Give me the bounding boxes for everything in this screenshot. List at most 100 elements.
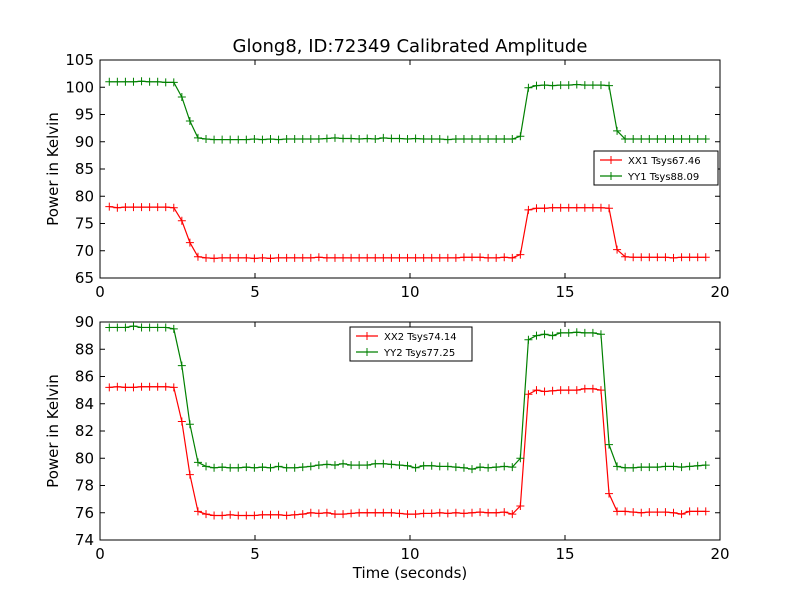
data-point <box>564 81 573 90</box>
data-point <box>451 135 460 144</box>
data-point <box>137 77 146 86</box>
data-point <box>322 253 331 262</box>
data-point <box>210 463 219 472</box>
data-point <box>145 77 154 86</box>
data-point <box>580 203 589 212</box>
data-point <box>532 386 541 395</box>
data-point <box>556 203 565 212</box>
data-point <box>177 93 186 102</box>
data-point <box>500 462 509 471</box>
y-tick-label: 95 <box>75 106 94 124</box>
data-point <box>613 462 622 471</box>
data-point <box>459 253 468 262</box>
data-point <box>588 328 597 337</box>
data-point <box>145 382 154 391</box>
data-point <box>306 508 315 517</box>
data-point <box>661 462 670 471</box>
data-point <box>637 463 646 472</box>
data-point <box>218 511 227 520</box>
data-point <box>564 328 573 337</box>
data-point <box>129 383 138 392</box>
data-point <box>661 508 670 517</box>
data-point <box>250 254 259 263</box>
data-point <box>258 510 267 519</box>
data-point <box>185 470 194 479</box>
y-axis-label: Power in Kelvin <box>44 112 62 226</box>
x-tick-label: 10 <box>400 545 419 563</box>
data-point <box>347 461 356 470</box>
data-point <box>580 81 589 90</box>
y-tick-label: 80 <box>75 187 94 205</box>
data-point <box>653 253 662 262</box>
data-point <box>677 135 686 144</box>
data-point <box>193 252 202 261</box>
data-point <box>653 135 662 144</box>
data-point <box>274 135 283 144</box>
x-tick-label: 5 <box>250 545 260 563</box>
data-point <box>202 510 211 519</box>
data-point <box>314 461 323 470</box>
data-point <box>218 135 227 144</box>
y-tick-label: 84 <box>75 395 94 413</box>
data-point <box>435 462 444 471</box>
data-point <box>371 253 380 262</box>
legend-marker <box>363 348 371 356</box>
data-point <box>484 463 493 472</box>
legend-marker <box>607 156 615 164</box>
data-point <box>274 253 283 262</box>
series-xx <box>105 382 710 520</box>
data-point <box>290 463 299 472</box>
data-point <box>572 386 581 395</box>
data-point <box>596 81 605 90</box>
data-point <box>492 463 501 472</box>
data-point <box>363 508 372 517</box>
data-point <box>161 382 170 391</box>
legend: XX2 Tsys74.14 YY2 Tsys77.25 <box>349 326 473 362</box>
data-point <box>193 507 202 516</box>
data-point <box>637 135 646 144</box>
data-point <box>242 135 251 144</box>
data-point <box>387 460 396 469</box>
data-point <box>629 135 638 144</box>
y-tick-label: 105 <box>65 51 94 69</box>
data-point <box>516 132 525 141</box>
data-point <box>363 134 372 143</box>
data-point <box>613 507 622 516</box>
data-point <box>492 253 501 262</box>
y-tick-label: 86 <box>75 368 94 386</box>
data-point <box>427 253 436 262</box>
x-tick-label: 0 <box>95 283 105 301</box>
data-point <box>540 81 549 90</box>
data-point <box>459 509 468 518</box>
data-point <box>363 253 372 262</box>
data-point <box>427 135 436 144</box>
data-point <box>532 81 541 90</box>
data-point <box>161 323 170 332</box>
legend-label: XX1 Tsys67.46 <box>628 156 701 167</box>
data-point <box>210 254 219 263</box>
data-point <box>347 509 356 518</box>
x-tick-label: 10 <box>400 283 419 301</box>
data-point <box>169 324 178 333</box>
data-point <box>653 463 662 472</box>
data-point <box>266 510 275 519</box>
data-point <box>451 463 460 472</box>
data-point <box>540 204 549 213</box>
data-point <box>629 508 638 517</box>
data-point <box>298 253 307 262</box>
data-point <box>210 511 219 520</box>
data-point <box>411 463 420 472</box>
data-point <box>282 253 291 262</box>
data-point <box>282 511 291 520</box>
data-point <box>355 135 364 144</box>
data-point <box>347 134 356 143</box>
data-point <box>629 463 638 472</box>
data-point <box>234 135 243 144</box>
data-point <box>161 78 170 87</box>
legend-label: YY2 Tsys77.25 <box>383 348 455 359</box>
data-point <box>596 386 605 395</box>
data-point <box>476 253 485 262</box>
data-point <box>548 81 557 90</box>
top-subplot: 0 5 10 15 20 65 70 75 80 85 90 95 100 105 Power in Kel… <box>44 51 730 301</box>
data-point <box>580 328 589 337</box>
